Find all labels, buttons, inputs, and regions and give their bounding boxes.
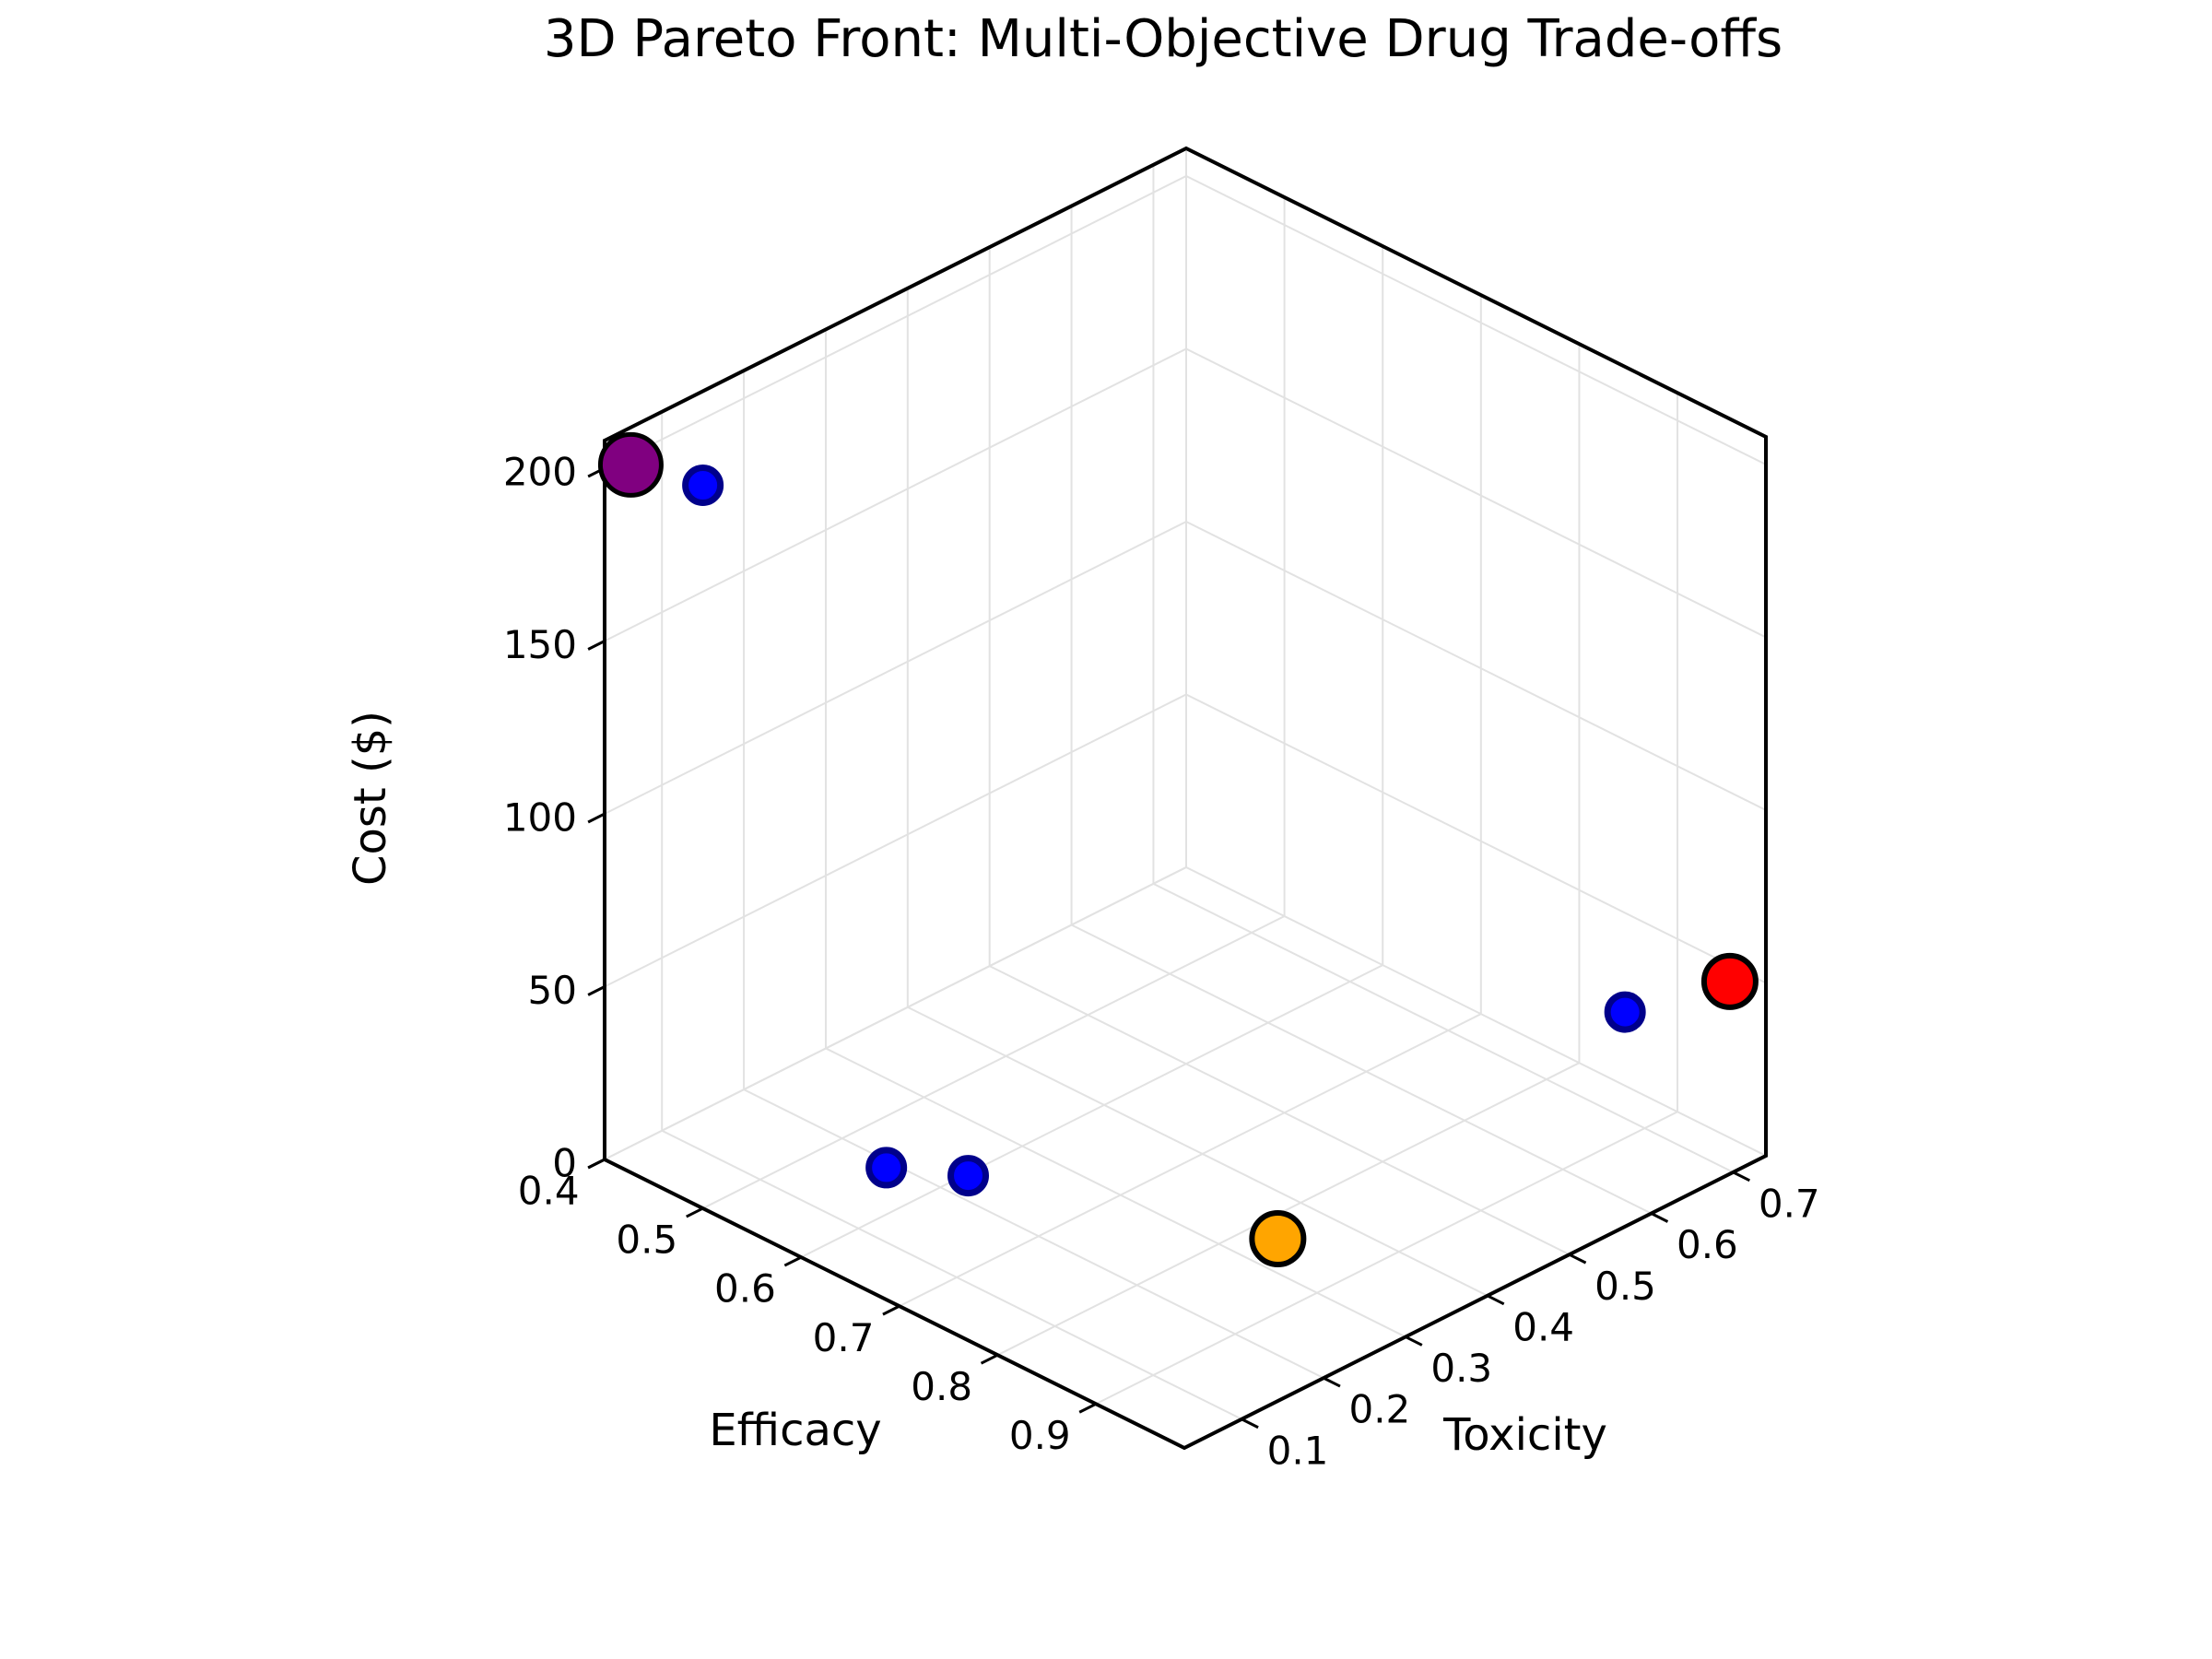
- z-tick-mark: [587, 985, 606, 996]
- grid-line-x-0.4: [604, 148, 1187, 1160]
- grid-line-y-0.6: [1070, 206, 1653, 1215]
- z-tick-label: 100: [503, 795, 577, 841]
- x-tick-label: 0.9: [1009, 1413, 1071, 1458]
- y-tick-mark: [1405, 1335, 1423, 1347]
- data-point: [682, 464, 724, 506]
- data-point: [1700, 952, 1759, 1010]
- y-tick-label: 0.6: [1677, 1222, 1738, 1267]
- y-tick-mark: [1323, 1376, 1341, 1388]
- grid-line-x-0.9: [1095, 393, 1679, 1406]
- z-axis-label-cost: Cost ($): [345, 711, 396, 886]
- x-tick-label: 0.8: [911, 1364, 972, 1409]
- z-tick-label: 150: [503, 622, 577, 667]
- pane-left-wall: [605, 148, 1186, 1159]
- x-tick-mark: [783, 1255, 802, 1267]
- grid-line-y-0.5: [988, 247, 1571, 1256]
- z-tick-label: 50: [528, 968, 577, 1013]
- x-tick-mark: [980, 1353, 999, 1365]
- y-tick-mark: [1732, 1171, 1751, 1182]
- z-tick-label: 200: [503, 450, 577, 495]
- x-tick-mark: [882, 1304, 900, 1316]
- y-tick-mark: [1487, 1294, 1505, 1306]
- x-tick-label: 0.6: [714, 1266, 776, 1312]
- data-point: [947, 1155, 990, 1197]
- grid-line-y-0.4: [906, 288, 1488, 1297]
- x-tick-label: 0.7: [813, 1315, 875, 1360]
- y-tick-label: 0.3: [1430, 1346, 1492, 1391]
- data-point: [1604, 991, 1646, 1033]
- x-tick-label: 0.4: [518, 1169, 580, 1214]
- x-tick-mark: [686, 1206, 704, 1218]
- y-tick-label: 0.1: [1267, 1428, 1329, 1473]
- z-tick-mark: [587, 812, 606, 824]
- z-tick-label: 0: [552, 1141, 577, 1186]
- grid-line-x-0.8: [996, 344, 1581, 1357]
- y-axis-label-toxicity: Toxicity: [1443, 1409, 1607, 1461]
- x-tick-mark: [1078, 1402, 1097, 1414]
- chart-title: 3D Pareto Front: Multi-Objective Drug Tr…: [543, 9, 1783, 69]
- y-tick-mark: [1241, 1418, 1259, 1430]
- y-tick-label: 0.7: [1759, 1181, 1820, 1226]
- x-tick-label: 0.5: [616, 1218, 677, 1263]
- data-point: [1249, 1209, 1307, 1267]
- grid-line-y-0.3: [824, 329, 1406, 1338]
- data-point: [597, 431, 664, 498]
- y-tick-label: 0.5: [1594, 1264, 1656, 1309]
- y-tick-label: 0.2: [1348, 1387, 1410, 1432]
- x-axis-label-efficacy: Efficacy: [709, 1405, 882, 1456]
- grid-line-x-0.6: [800, 246, 1384, 1258]
- y-tick-label: 0.4: [1512, 1304, 1574, 1349]
- y-tick-mark: [1650, 1212, 1669, 1223]
- grid-line-y-0.1: [661, 411, 1242, 1420]
- grid-line-x-0.7: [899, 295, 1482, 1308]
- grid-line-y-0.7: [1152, 164, 1734, 1173]
- data-point: [865, 1147, 908, 1189]
- z-tick-mark: [587, 640, 606, 651]
- grid-line-y-0.2: [743, 371, 1324, 1379]
- z-tick-mark: [587, 1158, 606, 1170]
- y-tick-mark: [1569, 1253, 1587, 1265]
- grid-line-x-0.5: [702, 197, 1286, 1209]
- pane-right-wall: [1186, 148, 1766, 1156]
